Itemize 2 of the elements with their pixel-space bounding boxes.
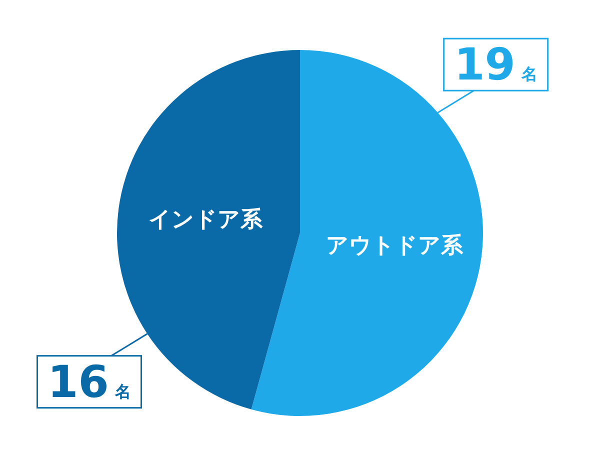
slice-label: アウトドア系: [326, 233, 464, 258]
slice-label: インドア系: [148, 208, 264, 233]
